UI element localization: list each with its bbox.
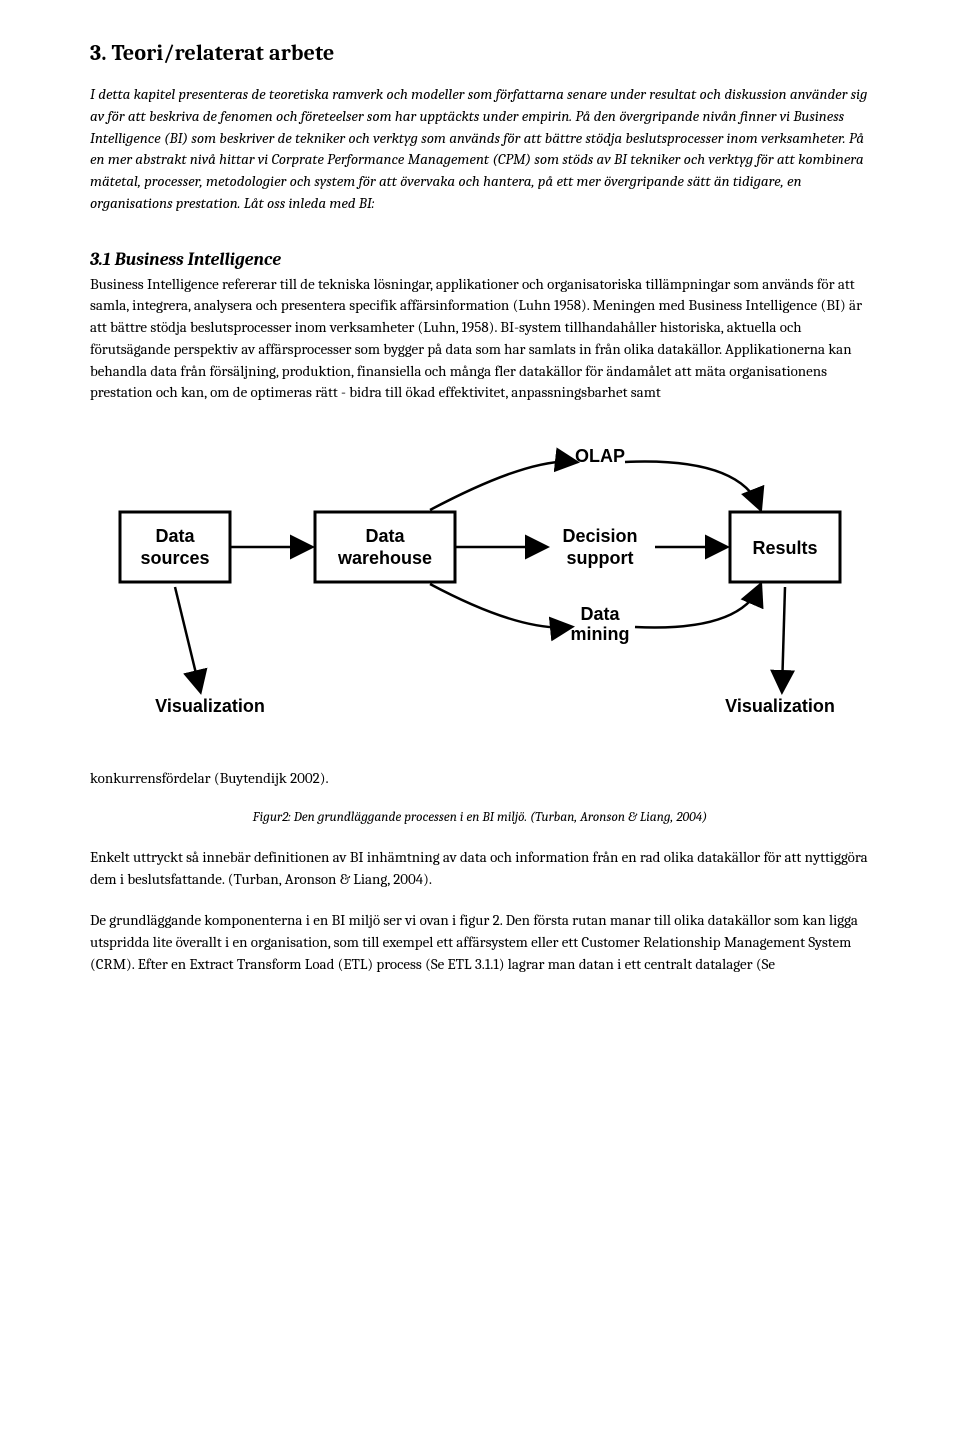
label-visualization-right: Visualization — [725, 696, 835, 716]
body-paragraph-3: De grundläggande komponenterna i en BI m… — [90, 910, 870, 975]
decision-support-line1: Decision — [562, 526, 637, 546]
box-data-sources-line2: sources — [140, 548, 209, 568]
label-data-mining-line2: mining — [571, 624, 630, 644]
label-olap: OLAP — [575, 446, 625, 466]
box-data-sources-line1: Data — [155, 526, 195, 546]
section-heading: 3. Teori/relaterat arbete — [90, 40, 870, 66]
subsection-heading: 3.1 Business Intelligence — [90, 249, 870, 270]
label-visualization-left: Visualization — [155, 696, 265, 716]
intro-paragraph: I detta kapitel presenteras de teoretisk… — [90, 84, 870, 215]
body-paragraph-1: Business Intelligence refererar till de … — [90, 274, 870, 405]
label-data-mining-line1: Data — [580, 604, 620, 624]
box-data-warehouse-line1: Data — [365, 526, 405, 546]
box-results: Results — [752, 538, 817, 558]
box-data-warehouse-line2: warehouse — [337, 548, 432, 568]
konkurrens-line: konkurrensfördelar (Buytendijk 2002). — [90, 768, 870, 790]
figure-caption: Figur2: Den grundläggande processen i en… — [90, 810, 870, 825]
bi-process-diagram: Data sources Data warehouse Decision sup… — [90, 432, 870, 732]
body-paragraph-2: Enkelt uttryckt så innebär definitionen … — [90, 847, 870, 891]
decision-support-line2: support — [567, 548, 634, 568]
